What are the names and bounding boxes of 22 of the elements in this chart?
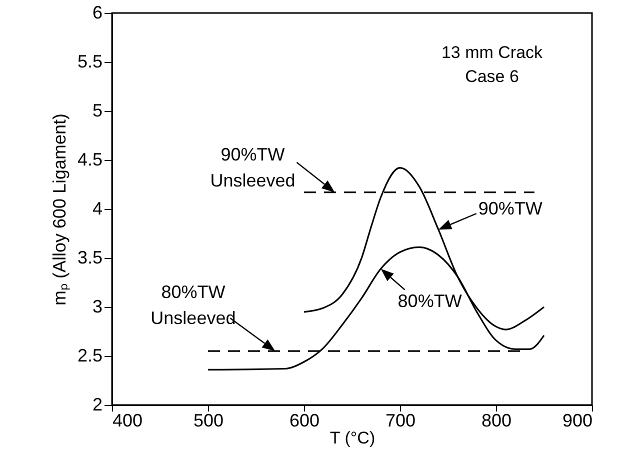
annotation: 80%TW Unsleeved — [150, 282, 236, 328]
y-tick-label: 5 — [92, 100, 102, 120]
y-tick-label: 6 — [92, 2, 102, 22]
y-tick-label: 3.5 — [77, 248, 102, 268]
annotation: 13 mm Crack Case 6 — [441, 43, 544, 86]
x-tick-label: 400 — [112, 410, 143, 430]
x-tick-label: 500 — [193, 410, 224, 430]
x-tick-label: 600 — [289, 410, 320, 430]
y-axis-title: mₚ (Alloy 600 Ligament) — [49, 113, 70, 306]
annotation: 90%TW — [478, 198, 542, 219]
y-tick-label: 5.5 — [77, 52, 102, 72]
x-tick-label: 900 — [562, 410, 592, 430]
y-tick-label: 2 — [92, 394, 102, 414]
y-tick-label: 2.5 — [77, 346, 102, 366]
y-tick-label: 4 — [92, 198, 102, 218]
y-tick-label: 3 — [92, 296, 102, 316]
y-tick-label: 4.5 — [77, 150, 102, 170]
annotation: 80%TW — [398, 290, 462, 311]
x-tick-label: 700 — [385, 410, 416, 430]
x-tick-label: 800 — [481, 410, 512, 430]
x-axis-title: T (°C) — [330, 428, 376, 448]
annotation: 90%TW Unsleeved — [210, 144, 296, 190]
